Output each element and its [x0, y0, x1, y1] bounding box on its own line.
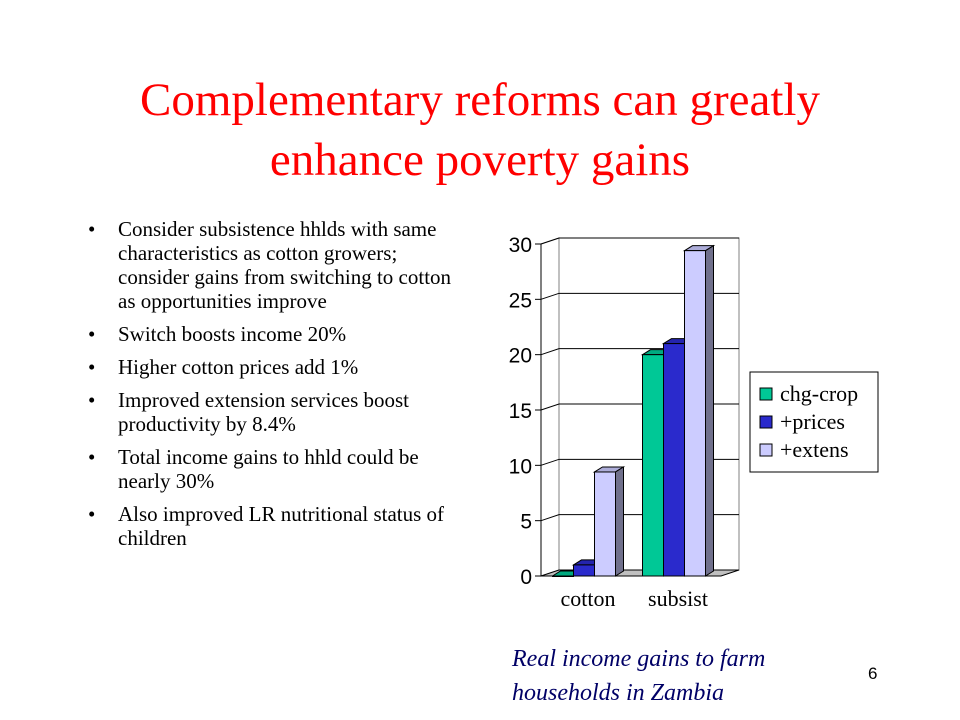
x-tick-label: cotton [561, 586, 616, 611]
bullet-text: Switch boosts income 20% [118, 322, 347, 346]
bullet-marker: • [88, 502, 96, 526]
legend-label: +extens [780, 437, 849, 462]
bar [573, 564, 595, 577]
bullet-list: • Consider subsistence hhlds with same ch… [88, 217, 458, 559]
caption-line-1: Real income gains to farm [512, 646, 766, 672]
bullet-marker: • [88, 388, 96, 412]
x-tick-label: subsist [648, 586, 708, 611]
caption-line-2: households in Zambia [512, 680, 725, 706]
bullet-text: Consider subsistence hhlds with same cha… [118, 217, 452, 313]
bullet-marker: • [88, 355, 96, 379]
bar-side [615, 466, 624, 577]
bullet-marker: • [88, 322, 96, 346]
gridline [540, 237, 739, 245]
bullet-item: • Also improved LR nutritional status of … [88, 502, 458, 550]
bar [684, 250, 706, 577]
bullet-text: Improved extension services boost produc… [118, 388, 410, 436]
bar [552, 575, 574, 577]
bullet-text: Total income gains to hhld could be near… [118, 445, 419, 493]
bar-side [705, 244, 714, 577]
legend-label: +prices [780, 409, 845, 434]
bar [642, 354, 664, 577]
y-tick-label: 0 [520, 566, 532, 589]
bullet-item: • Total income gains to hhld could be nea… [88, 445, 458, 493]
legend-label: chg-crop [780, 381, 858, 406]
y-tick-label: 5 [520, 511, 532, 534]
bullet-item: • Higher cotton prices add 1% [88, 355, 458, 379]
y-tick-label: 15 [509, 400, 532, 423]
slide-title-line-1: Complementary reforms can greatly [140, 74, 820, 126]
legend-swatch [759, 415, 773, 429]
bar [594, 471, 616, 577]
legend-swatch [759, 443, 773, 457]
y-tick-label: 25 [509, 289, 532, 312]
bullet-item: • Switch boosts income 20% [88, 322, 458, 346]
y-tick-label: 30 [509, 234, 532, 257]
bullet-marker: • [88, 217, 96, 241]
bullet-text: Higher cotton prices add 1% [118, 355, 359, 379]
y-tick-label: 20 [509, 345, 532, 368]
slide-title: Complementary reforms can greatly enhanc… [40, 70, 920, 190]
slide-title-line-2: enhance poverty gains [269, 134, 691, 186]
bullet-item: • Improved extension services boost produ… [88, 388, 458, 436]
bullet-marker: • [88, 445, 96, 469]
y-tick-label: 10 [509, 455, 532, 478]
bar [663, 343, 685, 577]
chart-caption: Real income gains to farm households in … [512, 642, 872, 710]
legend-swatch [759, 387, 773, 401]
bullet-text: Also improved LR nutritional status of c… [118, 502, 445, 550]
bullet-item: • Consider subsistence hhlds with same ch… [88, 217, 458, 313]
page-number: 6 [868, 664, 878, 683]
gridline [540, 292, 739, 300]
